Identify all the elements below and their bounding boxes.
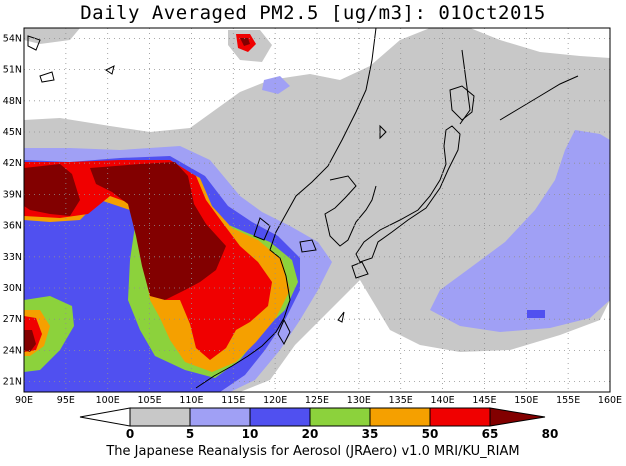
lon-tick-label: 140E <box>431 395 455 406</box>
colorbar-label: 20 <box>302 427 319 441</box>
colorbar-segment <box>249 407 311 427</box>
pm25-layer-20-35 <box>527 310 545 318</box>
lat-tick-label: 30N <box>3 283 22 294</box>
lon-tick-label: 120E <box>263 395 287 406</box>
lon-tick-label: 95E <box>57 395 75 406</box>
lon-tick-label: 125E <box>305 395 329 406</box>
colorbar-label: 5 <box>186 427 194 441</box>
lon-tick-label: 135E <box>389 395 413 406</box>
pm25-layer-80-plus <box>90 162 226 300</box>
lon-tick-label: 160E <box>598 395 622 406</box>
lon-tick-label: 90E <box>15 395 33 406</box>
colorbar-label: 65 <box>482 427 499 441</box>
lat-lon-grid <box>24 28 610 392</box>
pm25-layer-80-plus <box>24 330 36 352</box>
lat-tick-label: 24N <box>3 345 22 356</box>
lat-tick-label: 48N <box>3 96 22 107</box>
pm25-layer-10-20 <box>262 76 290 94</box>
lat-tick-label: 54N <box>3 33 22 44</box>
colorbar-segment <box>309 407 371 427</box>
colorbar-segment <box>369 407 431 427</box>
lat-tick-label: 45N <box>3 127 22 138</box>
lat-tick-label: 51N <box>3 65 22 76</box>
lon-tick-label: 105E <box>138 395 162 406</box>
lon-tick-label: 145E <box>472 395 496 406</box>
colorbar-segment <box>189 407 251 427</box>
lat-tick-label: 36N <box>3 221 22 232</box>
lon-tick-label: 100E <box>96 395 120 406</box>
lon-tick-label: 150E <box>514 395 538 406</box>
colorbar: 0 5 10 20 35 50 65 80 <box>79 407 559 441</box>
lat-tick-labels: 21N 24N 27N 30N 33N 36N 39N 42N 45N 48N 51N 54N <box>3 33 22 387</box>
colorbar-label: 10 <box>242 427 259 441</box>
pm25-layer-10-20 <box>430 130 610 332</box>
lat-tick-label: 27N <box>3 314 22 325</box>
lon-tick-labels: 90E 95E 100E 105E 110E 115E 120E 125E 130E 135E 14… <box>15 395 622 406</box>
footer-credit: The Japanese Reanalysis for Aerosol (JRA… <box>106 444 520 459</box>
pm25-layer-80-plus <box>240 38 250 46</box>
lon-tick-label: 130E <box>347 395 371 406</box>
pm25-layer-5-10 <box>24 28 80 44</box>
lat-tick-label: 39N <box>3 189 22 200</box>
colorbar-arrow-high <box>489 407 546 427</box>
colorbar-arrow-low <box>79 407 131 427</box>
map-title: Daily Averaged PM2.5 [ug/m3]: 01Oct2015 <box>80 2 546 24</box>
lat-tick-label: 42N <box>3 158 22 169</box>
colorbar-label: 80 <box>542 427 559 441</box>
coastline <box>27 28 579 389</box>
lon-tick-label: 115E <box>221 395 245 406</box>
lat-tick-label: 21N <box>3 377 22 388</box>
lat-tick-label: 33N <box>3 252 22 263</box>
colorbar-label: 0 <box>126 427 134 441</box>
lon-tick-label: 110E <box>179 395 203 406</box>
map-frame <box>23 27 611 393</box>
colorbar-segment <box>129 407 191 427</box>
colorbar-label: 50 <box>422 427 439 441</box>
colorbar-segment <box>429 407 491 427</box>
lon-tick-label: 155E <box>556 395 580 406</box>
colorbar-label: 35 <box>362 427 379 441</box>
